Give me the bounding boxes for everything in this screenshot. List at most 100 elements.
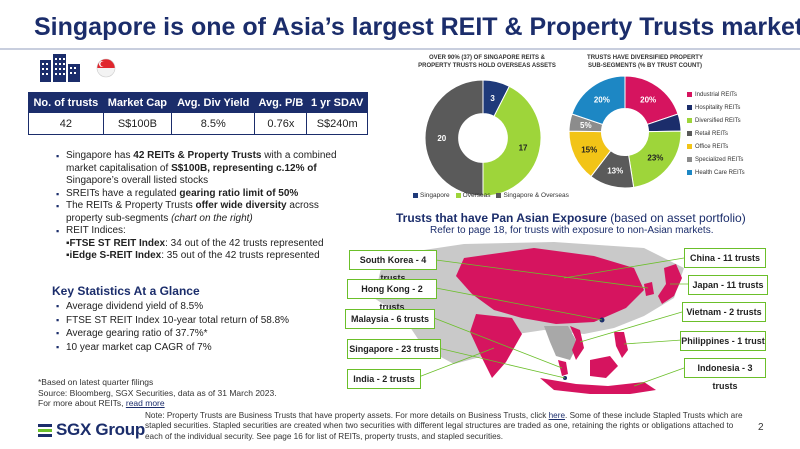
donut-data-label: 3 [490, 94, 495, 103]
legend-label: Hospitality REITs [695, 105, 741, 111]
donut-data-label: 13% [607, 167, 623, 176]
bullet-text: : 34 out of the 42 trusts represented [165, 237, 324, 249]
donut-slice-singapore-overseas [424, 79, 484, 197]
bullet-text: : 35 out of the 42 trusts represented [161, 250, 320, 261]
chart1-title: OVER 90% (37) OF SINGAPORE REITS & PROPE… [418, 55, 556, 69]
footnote-line: *Based on latest quarter filings [38, 377, 154, 387]
legend-item-office: Office REITs [687, 141, 745, 154]
chart1-donut: 3 17 20 [424, 79, 542, 197]
legend-swatch [413, 192, 418, 198]
bullet-italic: (chart on the right) [171, 212, 253, 224]
key-stats-list: Average dividend yield of 8.5% FTSE ST R… [56, 300, 289, 355]
donut-slice-health-care-reits [571, 75, 626, 126]
legend-label: Diversified REITs [695, 118, 741, 124]
value-no-of-trusts: 42 [28, 112, 104, 135]
bullet-diversity: The REITs & Property Trusts offer wide d… [56, 200, 348, 225]
map-title-bold: Trusts that have Pan Asian Exposure [396, 211, 607, 225]
header-avg-div-yield: Avg. Div Yield [171, 92, 256, 113]
key-stat-item: 10 year market cap CAGR of 7% [56, 341, 289, 355]
legend-item-diversified: Diversified REITs [687, 115, 745, 128]
value-1yr-sdav: S$240m [306, 112, 368, 135]
legend-swatch [687, 156, 692, 162]
bullet-text: The REITs & Property Trusts [66, 200, 196, 211]
here-link[interactable]: here [548, 411, 566, 420]
tag-south-korea: South Korea - 4 trusts [349, 250, 437, 283]
legend-swatch [687, 130, 692, 136]
legend-item-retail: Retail REITs [687, 128, 745, 141]
legend-label: Singapore [420, 192, 450, 199]
tag-malaysia: Malaysia - 6 trusts [345, 309, 435, 329]
legend-label: Health Care REITs [695, 170, 745, 176]
map-borneo [590, 356, 618, 378]
building-icon [40, 54, 80, 82]
bullet-indices: REIT Indices: [56, 225, 348, 238]
value-avg-pb: 0.76x [254, 112, 308, 135]
legend-swatch [687, 169, 692, 175]
donut-data-label: 20% [594, 96, 610, 105]
map-vietnam [570, 326, 584, 360]
bullet-text: SREITs have a regulated [66, 187, 180, 199]
bullet-text: Singapore’s overall listed stocks [66, 175, 209, 186]
header-no-of-trusts: No. of trusts [28, 92, 104, 113]
title-divider [0, 48, 800, 50]
note-text: Note: Property Trusts are Business Trust… [145, 411, 549, 420]
donut-data-label: 20% [640, 96, 656, 105]
read-more-link[interactable]: read more [125, 398, 165, 408]
footnote-line: For more about REITs, read more [38, 398, 277, 409]
legend-label: Specialized REITs [695, 157, 744, 163]
value-market-cap: S$100B [102, 112, 173, 135]
tag-hong-kong: Hong Kong - 2 trusts [347, 279, 437, 312]
bullet-gearing: SREITs have a regulated gearing ratio li… [56, 187, 348, 201]
map-malaysia [558, 360, 568, 376]
tag-india: India - 2 trusts [347, 369, 421, 389]
page-number: 2 [758, 422, 764, 433]
donut-data-label: 23% [647, 154, 663, 163]
key-stat-item: FTSE ST REIT Index 10-year total return … [56, 314, 289, 328]
value-avg-div-yield: 8.5% [171, 112, 256, 135]
tag-indonesia: Indonesia - 3 trusts [684, 358, 766, 391]
legend-swatch [496, 192, 502, 198]
bullet-text: REIT Indices: [66, 225, 126, 236]
legend-item-singapore: Singapore [413, 192, 450, 199]
stats-table: No. of trusts Market Cap Avg. Div Yield … [28, 92, 368, 135]
legend-item-overseas: Overseas [455, 192, 490, 199]
legend-swatch [455, 192, 461, 198]
footnote-line: Source: Bloomberg, SGX Securities, data … [38, 387, 277, 398]
chart1-legend: Singapore Overseas Singapore & Overseas [413, 192, 569, 199]
tag-japan: Japan - 11 trusts [688, 275, 768, 295]
legend-item-healthcare: Health Care REITs [687, 167, 745, 180]
bullet-bold: S$100B, representing c.12% of [171, 162, 317, 174]
legend-item-specialized: Specialized REITs [687, 154, 745, 167]
map-china [456, 248, 644, 324]
map-subtitle: Refer to page 18, for trusts with exposu… [430, 225, 714, 236]
map-south-korea [644, 282, 654, 296]
map-philippines [614, 332, 628, 358]
map-se-asia [544, 326, 578, 360]
bullet-text: with a combined market capitalisation of [66, 150, 337, 174]
donut-data-label: 15% [581, 145, 597, 154]
sub-bullet-iedge: ▪iEdge S-REIT Index: 35 out of the 42 tr… [66, 250, 320, 261]
stats-table-value-row: 42 S$100B 8.5% 0.76x S$240m [28, 112, 368, 135]
legend-swatch [687, 117, 692, 123]
legend-swatch [687, 104, 692, 110]
legend-label: Industrial REITs [695, 92, 738, 98]
page-title: Singapore is one of Asia’s largest REIT … [34, 13, 800, 41]
summary-bullets: Singapore has 42 REITs & Property Trusts… [56, 150, 348, 263]
bullet-market-size: Singapore has 42 REITs & Property Trusts… [56, 150, 348, 188]
map-indonesia [540, 378, 656, 394]
donut-data-label: 17 [519, 144, 528, 153]
bottom-note: Note: Property Trusts are Business Trust… [145, 411, 745, 442]
tag-philippines: Philippines - 1 trust [680, 331, 766, 351]
legend-item-hospitality: Hospitality REITs [687, 102, 745, 115]
sgx-logo-mark-icon [38, 424, 52, 437]
chart2-donut: 20% 23% 13% 15% 5% 20% [568, 75, 682, 189]
key-stat-item: Average dividend yield of 8.5% [56, 300, 289, 314]
bullet-bold: iEdge S-REIT Index [69, 250, 162, 261]
sgx-logo-text: SGX Group [56, 420, 145, 439]
donut-data-label: 5% [580, 121, 592, 130]
map-title: Trusts that have Pan Asian Exposure (bas… [396, 211, 746, 225]
bullet-bold: FTSE ST REIT Index [69, 237, 166, 249]
legend-label: Retail REITs [695, 131, 729, 137]
key-stats-title: Key Statistics At a Glance [52, 284, 200, 298]
header-market-cap: Market Cap [102, 92, 173, 113]
